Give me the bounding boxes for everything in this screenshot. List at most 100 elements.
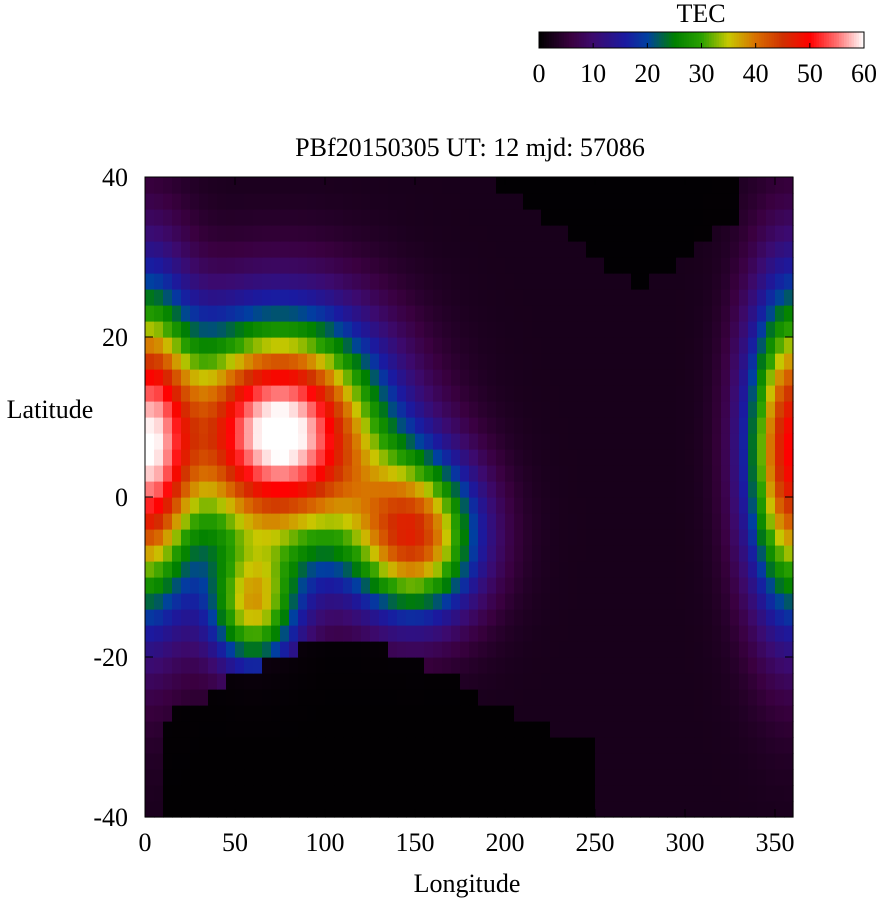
heatmap-cell [316,545,326,562]
heatmap-cell [739,417,749,434]
heatmap-cell [181,785,191,802]
heatmap-cell [496,705,506,722]
heatmap-cell [469,721,479,738]
heatmap-cell [415,353,425,370]
colorbar-swatch [601,32,605,48]
heatmap-cell [271,449,281,466]
heatmap-cell [145,545,155,562]
heatmap-cell [739,737,749,754]
heatmap-cell [667,433,677,450]
heatmap-cell [523,449,533,466]
heatmap-cell [334,257,344,274]
heatmap-cell [532,497,542,514]
heatmap-cell [289,417,299,434]
heatmap-cell [316,465,326,482]
heatmap-cell [748,369,758,386]
heatmap-cell [505,753,515,770]
heatmap-cell [181,609,191,626]
heatmap-cell [523,225,533,242]
heatmap-cell [307,753,317,770]
heatmap-cell [415,753,425,770]
heatmap-cell [631,593,641,610]
heatmap-cell [712,641,722,658]
heatmap-cell [703,449,713,466]
heatmap-cell [388,545,398,562]
heatmap-cell [559,689,569,706]
heatmap-cell [532,737,542,754]
heatmap-cell [604,353,614,370]
heatmap-cell [271,353,281,370]
heatmap-cell [505,177,515,194]
heatmap-cell [235,337,245,354]
heatmap-cell [145,561,155,578]
heatmap-cell [649,241,659,258]
heatmap-cell [226,785,236,802]
heatmap-cell [721,529,731,546]
heatmap-cell [154,273,164,290]
heatmap-cell [262,657,272,674]
heatmap-cell [487,545,497,562]
heatmap-cell [478,209,488,226]
heatmap-cell [640,737,650,754]
heatmap-cell [145,257,155,274]
heatmap-cell [568,785,578,802]
heatmap-cell [154,353,164,370]
heatmap-cell [676,433,686,450]
heatmap-cell [199,305,209,322]
heatmap-cell [487,369,497,386]
heatmap-cell [199,561,209,578]
heatmap-cell [262,433,272,450]
heatmap-cell [730,689,740,706]
heatmap-cell [712,417,722,434]
heatmap-cell [307,705,317,722]
heatmap-cell [307,385,317,402]
heatmap-cell [469,385,479,402]
heatmap-cell [496,753,506,770]
heatmap-cell [298,513,308,530]
heatmap-cell [532,801,542,818]
y-tick-label: 40 [102,163,128,192]
heatmap-cell [397,353,407,370]
heatmap-cell [550,385,560,402]
heatmap-cell [343,657,353,674]
heatmap-cell [595,561,605,578]
heatmap-cell [172,321,182,338]
heatmap-cell [433,257,443,274]
heatmap-cell [586,577,596,594]
heatmap-cell [739,753,749,770]
heatmap-cell [298,321,308,338]
heatmap-cell [523,657,533,674]
heatmap-cell [307,177,317,194]
heatmap-cell [496,513,506,530]
heatmap-cell [379,625,389,642]
heatmap-cell [460,801,470,818]
heatmap-cell [622,513,632,530]
heatmap-cell [433,609,443,626]
heatmap-cell [253,545,263,562]
heatmap-cell [748,177,758,194]
heatmap-cell [640,593,650,610]
heatmap-cell [478,737,488,754]
heatmap-cell [775,657,785,674]
heatmap-cell [244,753,254,770]
heatmap-cell [613,673,623,690]
heatmap-cell [667,401,677,418]
heatmap-cell [262,481,272,498]
heatmap-cell [235,369,245,386]
heatmap-cell [298,385,308,402]
heatmap-cell [676,273,686,290]
heatmap-cell [370,721,380,738]
heatmap-cell [559,737,569,754]
heatmap-cell [316,289,326,306]
heatmap-cell [649,465,659,482]
heatmap-cell [325,209,335,226]
heatmap-cell [631,529,641,546]
heatmap-cell [397,657,407,674]
heatmap-cell [217,785,227,802]
heatmap-cell [604,801,614,818]
heatmap-cell [640,193,650,210]
heatmap-cell [748,193,758,210]
heatmap-cell [703,753,713,770]
heatmap-cell [505,529,515,546]
colorbar-swatch [714,32,717,48]
